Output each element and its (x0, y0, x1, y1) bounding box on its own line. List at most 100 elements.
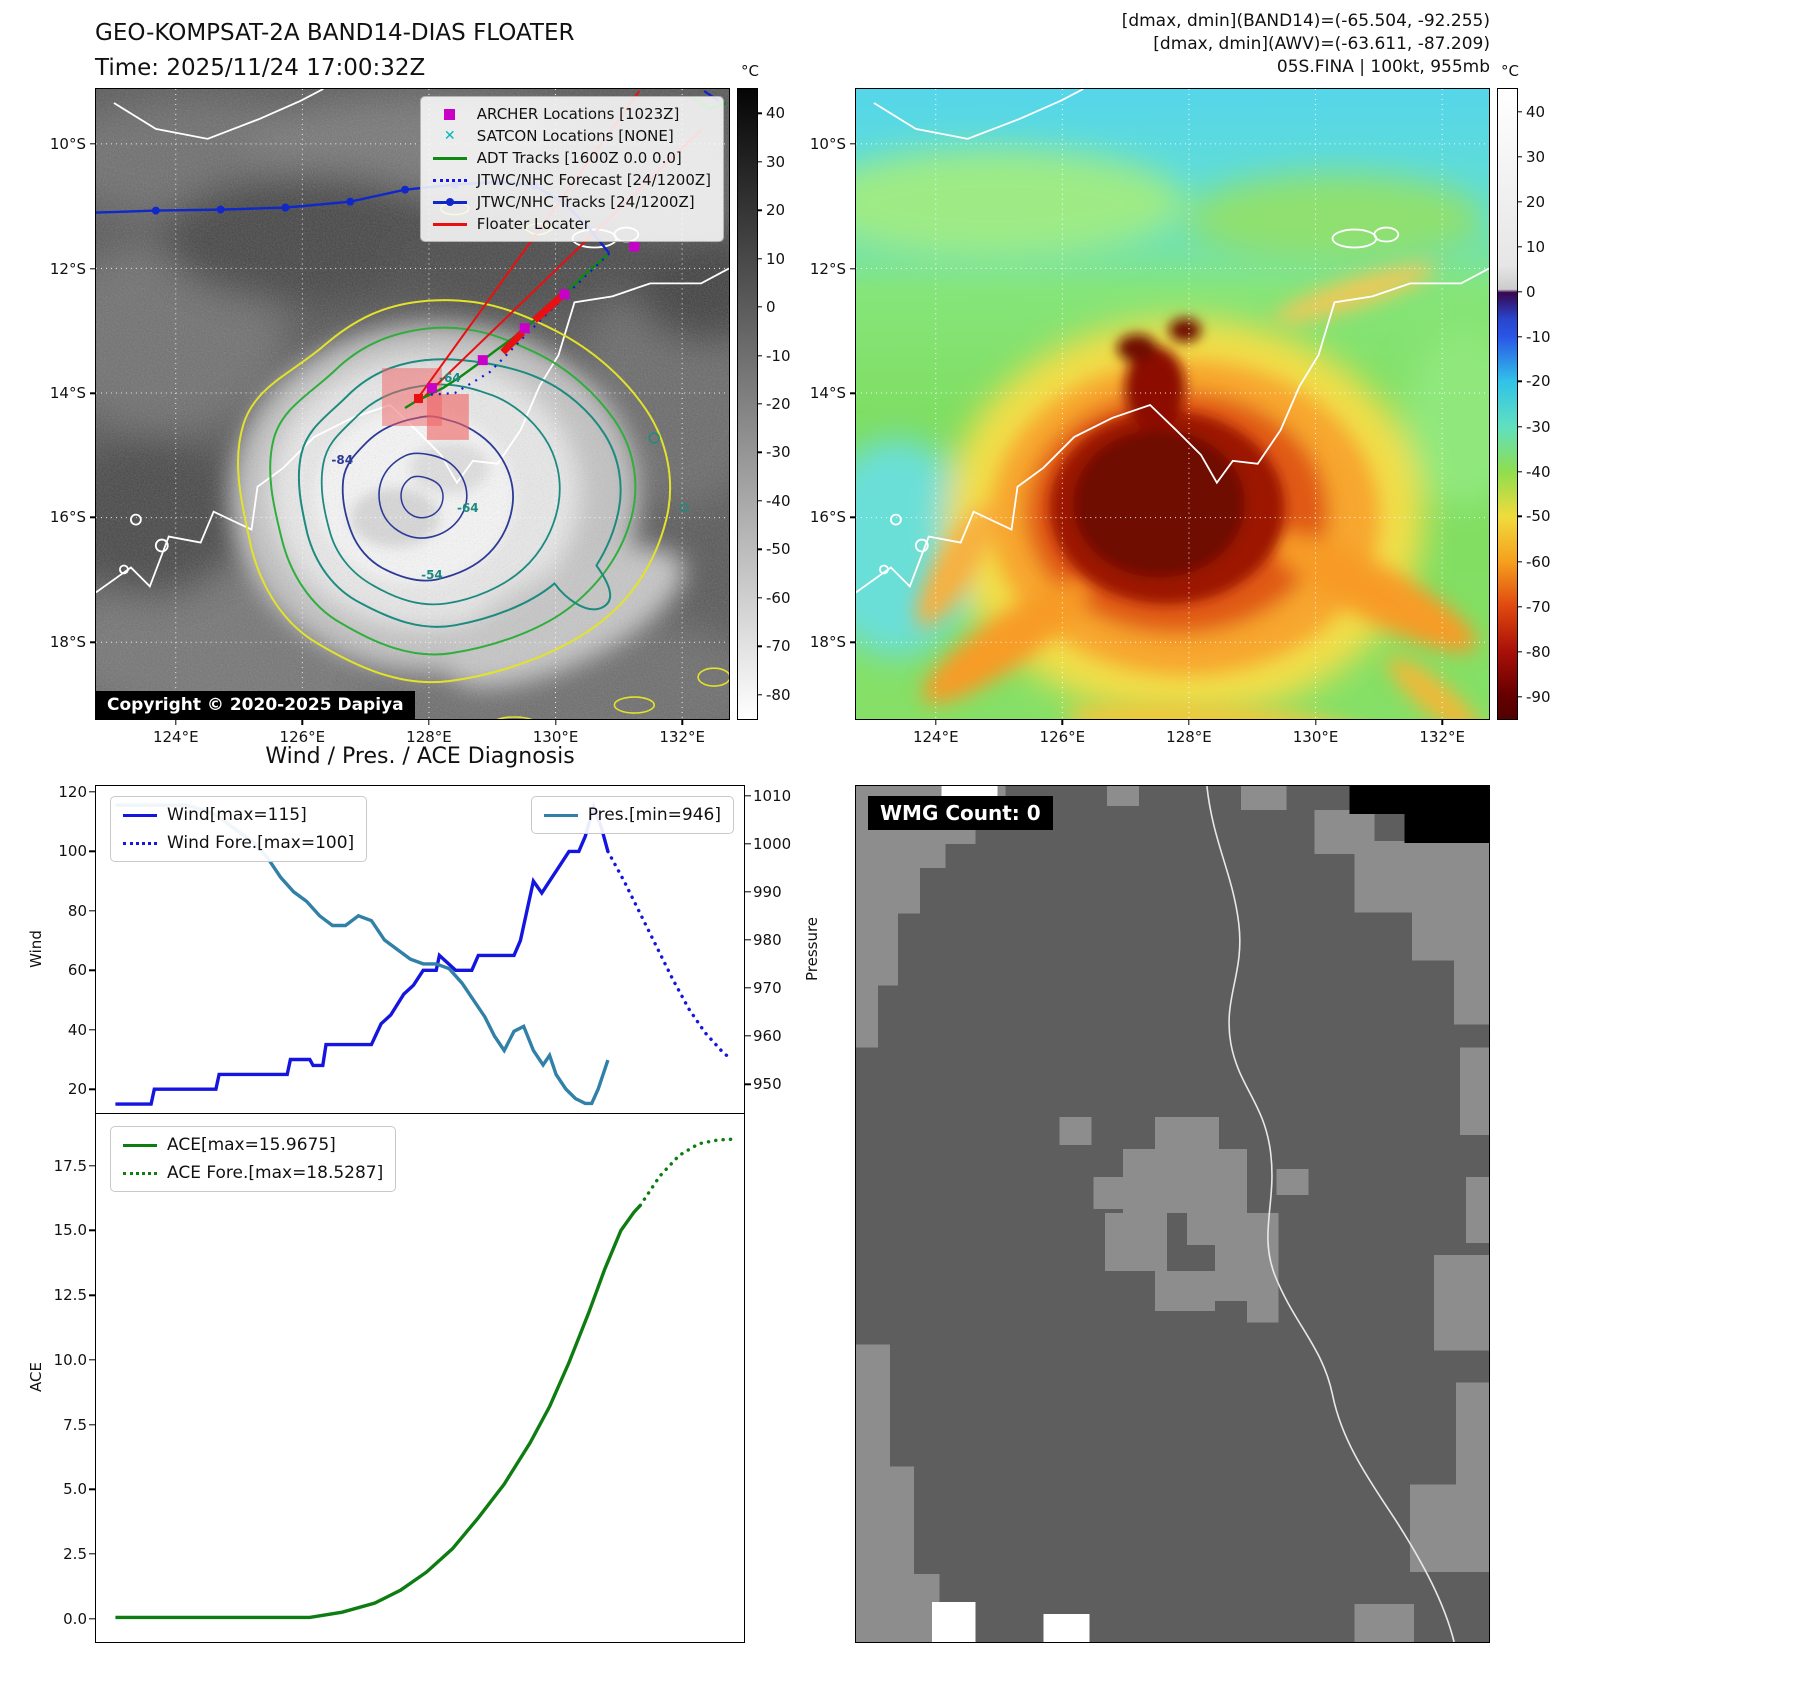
colorbar-tick-mark (1517, 110, 1522, 113)
dotted-marker (123, 1166, 157, 1180)
y2-tick-label: 990 (753, 882, 782, 901)
legend-item: JTWC/NHC Forecast [24/1200Z] (432, 171, 711, 189)
y2-tick-label: 960 (753, 1027, 782, 1046)
awv-grid (856, 89, 1489, 719)
colorbar-tick-mark (1517, 200, 1522, 203)
awv-satellite-panel: 10°S 12°S 14°S 16°S 18°S 124°E 126°E 128°E 130°E… (810, 88, 1490, 746)
contour-label: -84 (331, 452, 354, 467)
band14-colorbar-unit: °C (741, 62, 759, 80)
colorbar-tick-mark (1517, 650, 1522, 653)
line-marker-swatch (543, 813, 578, 817)
awv-colorbar-gradient (1498, 89, 1517, 719)
colorbar-tick-label: 0 (1526, 282, 1536, 301)
lon-tick-mark (175, 719, 177, 725)
colorbar-tick-label: -80 (766, 685, 791, 704)
solid-marker (543, 808, 578, 822)
axis-label-wind: Wind (27, 929, 45, 968)
colorbar-tick-label: -20 (1526, 372, 1551, 391)
y-tick-mark (89, 1088, 95, 1090)
colorbar-tick-label: 40 (1526, 102, 1546, 121)
band14-satellite-image (96, 89, 729, 719)
y-tick-label: 12.5 (53, 1286, 87, 1305)
lat-tick-label: 14°S (49, 384, 86, 403)
colorbar-tick-mark (1517, 290, 1522, 293)
colorbar-tick-mark (757, 500, 762, 502)
legend-label: Pres.[min=946] (587, 805, 721, 825)
colorbar-tick-label: -70 (766, 637, 791, 656)
dotted-marker (123, 836, 157, 850)
colorbar-tick-mark (757, 160, 762, 163)
ace-chart: ACE[max=15.9675] ACE Fore.[max=18.5287] 0… (27, 1113, 745, 1643)
colorbar-tick-mark (1517, 605, 1522, 608)
y-tick-label: 120 (58, 782, 87, 801)
wmg-count-label: WMG Count: 0 (868, 796, 1053, 830)
line-marker-swatch (123, 1171, 157, 1175)
lon-tick-mark (681, 719, 683, 725)
y-tick-label: 2.5 (63, 1545, 87, 1563)
line-marker-swatch (432, 222, 467, 226)
awv-header: [dmax, dmin](BAND14)=(-65.504, -92.255) … (990, 10, 1490, 79)
y-tick-label: 0.0 (63, 1609, 87, 1628)
band14-title: GEO-KOMPSAT-2A BAND14-DIAS FLOATER (95, 20, 575, 46)
y-tick-mark (89, 1618, 95, 1620)
axis-label-ace: ACE (27, 1362, 45, 1392)
contour-label: -64 (439, 371, 461, 386)
pressure-legend: Pres.[min=946] (530, 796, 734, 834)
y2-tick-label: 980 (753, 930, 782, 949)
band14-satellite-panel: 10°S 12°S 14°S 16°S 18°S 124°E 126°E 128°E 130°E… (50, 88, 730, 746)
line-marker (432, 151, 467, 165)
y-tick-mark (89, 850, 95, 853)
legend-item: Pres.[min=946] (543, 805, 721, 825)
colorbar-tick-mark (757, 694, 762, 696)
line-marker-swatch (123, 841, 157, 845)
y-tick-mark (89, 1294, 95, 1296)
lat-tick-label: 14°S (809, 384, 846, 403)
y-tick-mark (89, 1553, 95, 1555)
colorbar-tick-mark (1517, 515, 1522, 518)
lon-tick-label: 126°E (1039, 728, 1086, 746)
y2-tick-label: 1000 (753, 834, 792, 853)
lat-tick-label: 10°S (809, 134, 846, 153)
solid-marker (123, 1138, 157, 1152)
colorbar-tick-label: 30 (1526, 147, 1546, 166)
lon-tick-label: 130°E (1292, 728, 1339, 746)
colorbar-tick-mark (757, 645, 762, 647)
legend-label: Wind[max=115] (167, 805, 307, 825)
dmax-dmin-band14: [dmax, dmin](BAND14)=(-65.504, -92.255) (1121, 11, 1490, 31)
series-ace-solid (115, 1204, 642, 1620)
dot-marker-swatch (445, 198, 454, 206)
y-tick-label: 20 (67, 1080, 87, 1099)
lon-tick-mark (428, 719, 430, 725)
colorbar-tick-label: 30 (766, 152, 786, 171)
colorbar-tick-mark (1517, 425, 1522, 428)
colorbar-tick-label: -30 (766, 443, 791, 462)
lon-tick-mark (301, 719, 304, 725)
legend-label: JTWC/NHC Tracks [24/1200Z] (476, 193, 695, 211)
dmax-dmin-awv: [dmax, dmin](AWV)=(-63.611, -87.209) (1153, 33, 1490, 54)
copyright-badge: Copyright © 2020-2025 Dapiya (96, 691, 415, 719)
colorbar-tick-label: -10 (766, 346, 791, 365)
y2-tick-mark (745, 843, 751, 845)
y2-tick-label: 970 (753, 978, 782, 997)
line-marker-swatch (432, 156, 467, 160)
colorbar-tick-mark (1517, 245, 1522, 248)
colorbar-tick-label: -40 (766, 491, 791, 510)
y-tick-mark (89, 1165, 95, 1167)
y2-tick-mark (745, 987, 751, 989)
colorbar-tick-mark (757, 597, 762, 599)
band14-panel-title: GEO-KOMPSAT-2A BAND14-DIAS FLOATER Time:… (95, 16, 575, 85)
y-tick-label: 40 (67, 1020, 87, 1039)
y2-tick-mark (745, 1083, 751, 1085)
y-tick-label: 80 (67, 901, 87, 920)
legend-label: JTWC/NHC Forecast [24/1200Z] (476, 171, 711, 189)
wind-legend: Wind[max=115] Wind Fore.[max=100] (110, 796, 368, 862)
colorbar-tick-mark (1517, 695, 1522, 698)
lon-tick-mark (1441, 719, 1443, 725)
line-marker (432, 217, 467, 231)
legend-label: SATCON Locations [NONE] (476, 127, 674, 145)
colorbar-tick-mark (757, 112, 762, 114)
y2-tick-mark (745, 939, 751, 941)
legend-item: Floater Locater (432, 215, 711, 233)
lat-tick-label: 12°S (49, 259, 86, 278)
y-tick-mark (89, 1423, 95, 1426)
